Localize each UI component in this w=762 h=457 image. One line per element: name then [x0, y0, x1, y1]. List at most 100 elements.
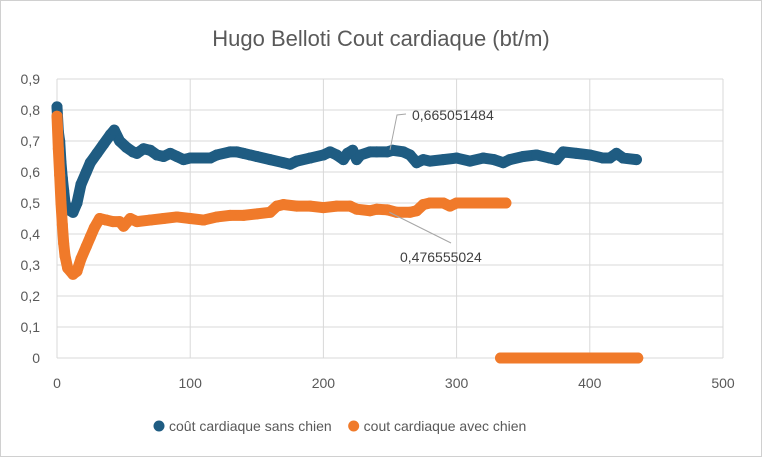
data-point	[108, 124, 120, 136]
legend-marker	[348, 420, 360, 432]
data-point	[67, 206, 79, 218]
legend-label: coût cardiaque sans chien	[169, 418, 332, 434]
data-point	[75, 253, 87, 265]
x-tick-label: 500	[711, 375, 735, 391]
data-point	[304, 200, 316, 212]
data-point	[98, 138, 110, 150]
data-point	[570, 147, 582, 159]
data-point	[488, 154, 500, 166]
legend: coût cardiaque sans chien cout cardiaque …	[153, 418, 526, 434]
data-point	[464, 155, 476, 167]
data-point	[131, 216, 143, 228]
y-tick-label: 0,4	[21, 226, 41, 242]
y-tick-label: 0,9	[21, 71, 41, 87]
data-point	[158, 213, 170, 224]
data-point	[291, 200, 303, 212]
data-point	[437, 154, 449, 166]
annotations: 0,665051484 0,476555024	[389, 107, 494, 265]
data-point	[371, 146, 383, 158]
data-point	[264, 154, 276, 166]
series-1	[51, 101, 642, 218]
data-point	[464, 197, 476, 209]
data-point	[347, 144, 359, 156]
data-point	[198, 214, 210, 226]
data-point	[557, 146, 569, 158]
data-point	[54, 169, 66, 181]
data-point	[211, 211, 223, 223]
data-point	[58, 237, 70, 249]
y-tick-label: 0,2	[21, 288, 41, 304]
data-point	[424, 155, 436, 167]
data-point	[75, 178, 87, 190]
data-point	[80, 166, 92, 178]
annotation-label: 0,665051484	[412, 107, 494, 123]
data-point	[51, 110, 63, 122]
data-point	[495, 352, 507, 364]
data-point	[184, 213, 196, 224]
x-tick-label: 0	[53, 375, 61, 391]
legend-marker	[153, 420, 165, 432]
data-point	[491, 197, 503, 209]
series-layer	[51, 101, 644, 364]
data-point	[56, 219, 68, 231]
data-point	[317, 202, 329, 214]
data-point	[331, 200, 343, 212]
data-point	[500, 197, 512, 209]
data-point	[551, 154, 562, 166]
data-point	[237, 209, 249, 221]
data-point	[71, 197, 83, 209]
x-tick-label: 200	[312, 375, 336, 391]
data-point	[632, 352, 644, 364]
annotation-leader-line	[389, 211, 452, 244]
data-point	[59, 250, 71, 262]
data-point	[617, 152, 629, 164]
y-tick-label: 0,5	[21, 195, 41, 211]
y-tick-label: 0,6	[21, 164, 41, 180]
data-point	[590, 352, 602, 364]
x-axis: 0 100 200 300 400 500	[53, 375, 735, 391]
data-point	[371, 203, 383, 215]
data-point	[251, 151, 263, 162]
data-point	[184, 152, 196, 164]
data-point	[564, 352, 576, 364]
data-point	[511, 352, 523, 364]
data-point	[71, 265, 83, 277]
annotation-leader-line	[389, 113, 407, 150]
data-point	[51, 101, 63, 113]
data-point	[477, 152, 489, 164]
chart-title: Hugo Belloti Cout cardiaque (bt/m)	[212, 26, 550, 51]
data-point	[351, 203, 363, 215]
data-point	[504, 154, 516, 166]
data-point	[291, 155, 303, 167]
data-point	[531, 149, 543, 161]
y-axis: 0 0,1 0,2 0,3 0,4 0,5 0,6 0,7 0,8 0,9	[21, 71, 41, 366]
data-point	[387, 144, 399, 156]
data-point	[251, 208, 263, 220]
data-point	[451, 197, 463, 209]
data-point	[604, 352, 616, 364]
data-point	[424, 197, 436, 209]
x-tick-label: 100	[179, 375, 203, 391]
data-point	[55, 197, 67, 209]
data-point	[451, 152, 463, 164]
data-point	[88, 222, 100, 234]
data-point	[477, 197, 489, 209]
y-tick-label: 0	[32, 350, 40, 366]
data-point	[80, 240, 92, 252]
data-point	[171, 211, 183, 223]
data-point	[355, 149, 367, 161]
y-tick-label: 0,7	[21, 133, 41, 149]
annotation-label: 0,476555024	[400, 249, 482, 265]
data-point	[211, 149, 223, 161]
data-point	[144, 214, 156, 226]
y-tick-label: 0,3	[21, 257, 41, 273]
data-point	[84, 157, 96, 169]
data-point	[84, 231, 96, 243]
data-point	[584, 149, 596, 161]
data-point	[91, 147, 103, 159]
data-point	[224, 209, 236, 221]
data-point	[630, 154, 642, 166]
data-point	[551, 352, 562, 364]
data-point	[277, 199, 289, 211]
